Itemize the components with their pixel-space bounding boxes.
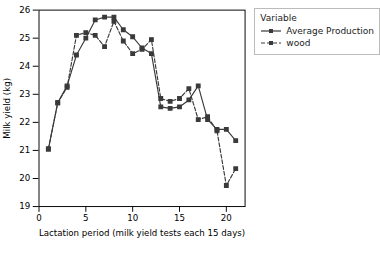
svg-text:5: 5 (83, 213, 89, 223)
svg-text:24: 24 (19, 61, 31, 71)
html-text:wood: wood (286, 38, 311, 48)
html-text:Average Production: Average Production (286, 26, 374, 36)
svg-text:15: 15 (174, 213, 185, 223)
svg-text:19: 19 (19, 201, 30, 211)
html-text:Variable: Variable (260, 13, 297, 23)
svg-text:Lactation period (milk yield t: Lactation period (milk yield tests each … (39, 228, 245, 238)
svg-text:20: 20 (221, 213, 232, 223)
svg-text:26: 26 (19, 5, 30, 15)
svg-text:23: 23 (19, 89, 30, 99)
svg-text:22: 22 (19, 117, 30, 127)
svg-text:21: 21 (19, 145, 30, 155)
svg-text:20: 20 (19, 173, 30, 183)
svg-text:25: 25 (19, 33, 30, 43)
svg-text:0: 0 (36, 213, 42, 223)
svg-text:10: 10 (127, 213, 138, 223)
svg-text:Milk yield (kg): Milk yield (kg) (2, 78, 12, 139)
